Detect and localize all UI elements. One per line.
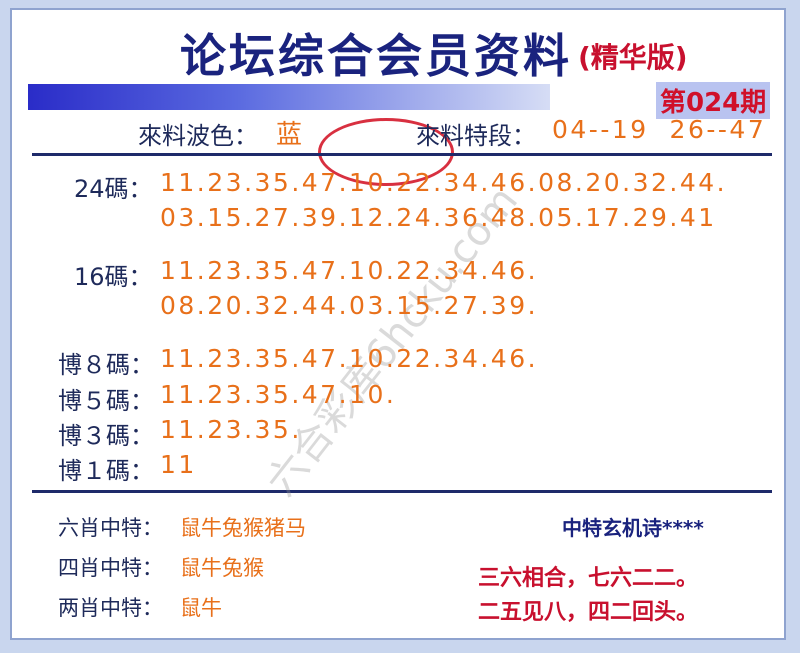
row-label: 博５碼： (58, 387, 154, 415)
row-label: 博３碼： (58, 422, 154, 450)
row-label: 博８碼： (58, 351, 154, 379)
segment-label: 來料特段： (416, 122, 536, 150)
number-line: 08.20.32.44.03.15.27.39. (160, 291, 539, 320)
zodiac-label: 四肖中特： (58, 556, 163, 580)
zodiac-label: 六肖中特： (58, 516, 163, 540)
number-line: 11.23.35.47.10.22.34.46. (160, 256, 539, 285)
number-line: 03.15.27.39.12.24.36.48.05.17.29.41 (160, 203, 717, 232)
number-line: 11.23.35.47.10.22.34.46.08.20.32.44. (160, 168, 728, 197)
poem-line: 三六相合，七六二二。 (478, 566, 699, 591)
zodiac-value: 鼠牛 (180, 596, 222, 620)
zodiac-value: 鼠牛兔猴猪马 (180, 516, 306, 540)
number-line: 11 (160, 450, 197, 479)
row-label: 24碼： (74, 175, 153, 203)
issue: 第024期 (656, 82, 771, 119)
number-line: 11.23.35.47.10.22.34.46. (160, 344, 539, 373)
row-label: 博１碼： (58, 457, 154, 485)
divider (32, 153, 772, 156)
zodiac-value: 鼠牛兔猴 (180, 556, 264, 580)
row-label: 16碼： (74, 263, 153, 291)
subtitle: (精华版) (578, 41, 688, 74)
stamp (318, 118, 454, 186)
poem-line: 二五见八，四二回头。 (478, 600, 699, 625)
wave-label: 來料波色： (138, 122, 258, 150)
number-line: 11.23.35.47.10. (160, 380, 397, 409)
blue-bar (28, 84, 550, 110)
divider (32, 490, 772, 493)
segment-value: 04--19 26--47 (552, 115, 767, 144)
poem-title: 中特玄机诗**** (562, 516, 704, 540)
wave-value: 蓝 (276, 120, 303, 150)
zodiac-label: 两肖中特： (58, 596, 163, 620)
number-line: 11.23.35. (160, 415, 302, 444)
title: 论坛综合会员资料 (180, 29, 572, 83)
